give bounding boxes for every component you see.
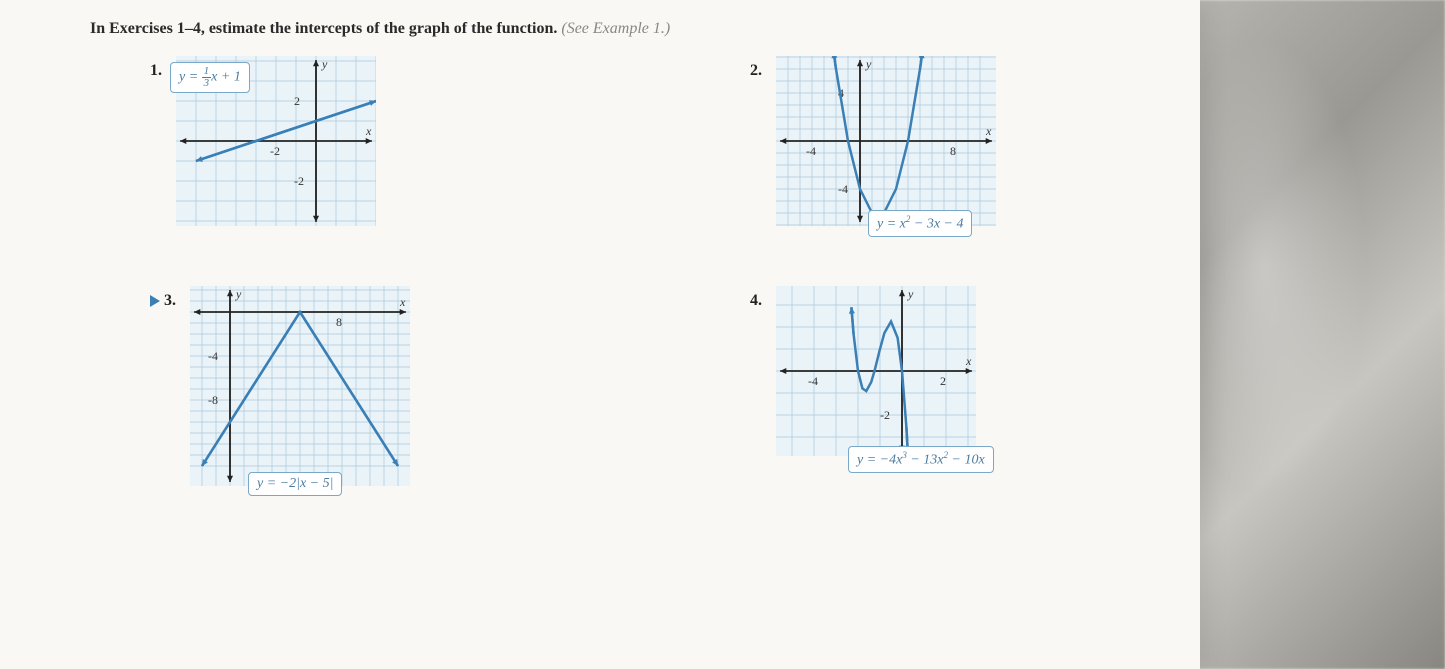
problem-number: 3. [150,286,176,310]
problem-number: 2. [750,56,762,80]
problem-1: 1. x y -2 2 -2 y = 13x + 1 [150,56,630,226]
problem-2: 2. xy-484-4 y = x2 − 3x − 4 [750,56,1230,226]
svg-text:-2: -2 [880,408,890,422]
svg-text:x: x [365,124,372,138]
svg-text:2: 2 [294,94,300,108]
problems-grid: 1. xy-22-2 y = 13x + 12. xy-484-4 y = x2… [90,56,1160,486]
svg-text:x: x [399,295,406,309]
instructions-text: In Exercises 1–4, estimate the intercept… [90,20,1160,38]
graph-1: xy-22-2 y = 13x + 1 [176,56,376,226]
problem-number: 1. [150,56,162,80]
equation-label: y = −2|x − 5| [248,472,342,496]
svg-text:2: 2 [940,374,946,388]
svg-text:-8: -8 [208,393,218,407]
graph-4: xy-42-2 y = −4x3 − 13x2 − 10x [776,286,976,456]
svg-text:x: x [985,124,992,138]
example-marker-icon [150,295,160,307]
svg-text:y: y [235,287,242,301]
equation-label: y = x2 − 3x − 4 [868,210,972,237]
problem-3: 3. xy8-4-8 y = −2|x − 5| [150,286,630,486]
graph-3: xy8-4-8 y = −2|x − 5| [190,286,410,486]
svg-text:y: y [865,57,872,71]
problem-4: 4. x y -4 2 -2 y = −4x3 − 13x2 − 10x [750,286,1230,486]
equation-label: y = 13x + 1 [170,62,250,93]
svg-text:-4: -4 [808,374,818,388]
svg-text:-4: -4 [838,182,848,196]
equation-label: y = −4x3 − 13x2 − 10x [848,446,994,473]
svg-text:-2: -2 [294,174,304,188]
instructions-bold: In Exercises 1–4, estimate the intercept… [90,20,557,37]
svg-text:-4: -4 [208,349,218,363]
graph-2: xy-484-4 y = x2 − 3x − 4 [776,56,996,226]
svg-text:-2: -2 [270,144,280,158]
svg-text:y: y [321,57,328,71]
svg-text:8: 8 [950,144,956,158]
instructions-ref: (See Example 1.) [561,20,670,37]
problem-number: 4. [750,286,762,310]
svg-text:-4: -4 [806,144,816,158]
svg-text:x: x [965,354,972,368]
svg-text:y: y [907,287,914,301]
svg-text:8: 8 [336,315,342,329]
worksheet-page: In Exercises 1–4, estimate the intercept… [0,0,1200,669]
